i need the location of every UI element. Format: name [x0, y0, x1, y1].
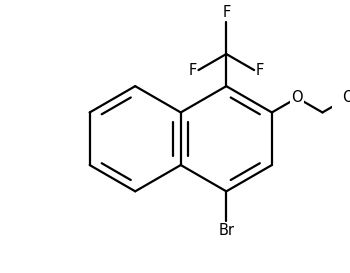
Text: O: O: [342, 90, 350, 105]
Text: F: F: [189, 63, 197, 78]
Text: Br: Br: [218, 224, 234, 239]
Text: F: F: [222, 5, 230, 20]
Text: F: F: [256, 63, 264, 78]
Text: O: O: [291, 90, 303, 105]
